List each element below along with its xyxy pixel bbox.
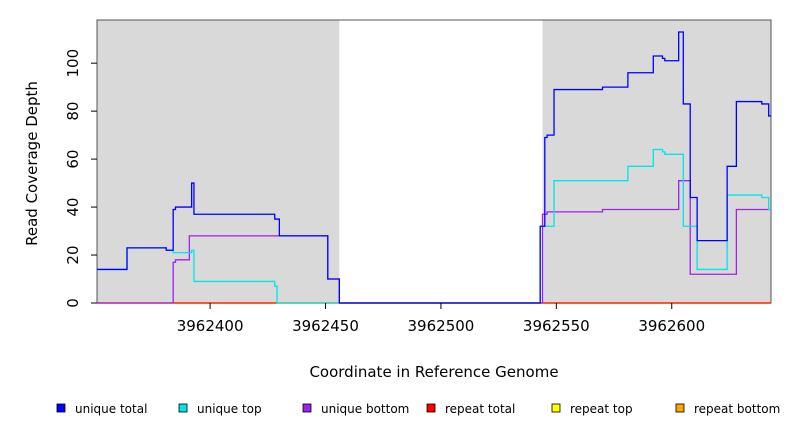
legend-item-unique-total: unique total [56, 402, 147, 416]
x-tick-label: 3962600 [638, 317, 705, 335]
x-tick-label: 3962400 [177, 317, 244, 335]
legend-swatch [551, 403, 561, 413]
legend-label: repeat total [445, 402, 515, 416]
legend-item-repeat-bottom: repeat bottom [675, 402, 780, 416]
y-axis-title: Read Coverage Depth [23, 81, 41, 246]
legend-item-unique-bottom: unique bottom [302, 402, 409, 416]
legend-swatch [302, 403, 312, 413]
legend-item-unique-top: unique top [178, 402, 262, 416]
legend-item-repeat-total: repeat total [426, 402, 515, 416]
y-tick-label: 100 [64, 49, 82, 78]
legend-swatch [426, 403, 436, 413]
y-tick-label: 40 [64, 198, 82, 217]
legend-label: unique top [197, 402, 262, 416]
series-unique-top [97, 148, 771, 304]
x-axis-title: Coordinate in Reference Genome [309, 363, 558, 381]
shaded-regions [97, 20, 771, 303]
legend-label: unique total [75, 402, 147, 416]
legend-swatch [178, 403, 188, 413]
legend: unique total unique top unique bottom repea… [56, 402, 780, 416]
legend-item-repeat-top: repeat top [551, 402, 633, 416]
x-axis: 3962400 3962450 3962500 3962550 3962600 [177, 303, 705, 335]
legend-swatch [56, 403, 66, 413]
y-tick-label: 0 [64, 298, 82, 308]
y-axis: 0 20 40 60 80 100 [64, 49, 97, 308]
legend-label: unique bottom [321, 402, 409, 416]
shaded-region-1 [97, 20, 340, 303]
legend-label: repeat bottom [694, 402, 780, 416]
x-tick-label: 3962500 [408, 317, 475, 335]
series-unique-total [97, 31, 771, 304]
y-tick-label: 60 [64, 150, 82, 169]
series-layer [97, 31, 771, 304]
x-tick-label: 3962550 [523, 317, 590, 335]
y-tick-label: 20 [64, 245, 82, 264]
y-tick-label: 80 [64, 102, 82, 121]
x-tick-label: 3962450 [292, 317, 359, 335]
legend-swatch [675, 403, 685, 413]
shaded-region-2 [542, 20, 771, 303]
legend-label: repeat top [570, 402, 633, 416]
